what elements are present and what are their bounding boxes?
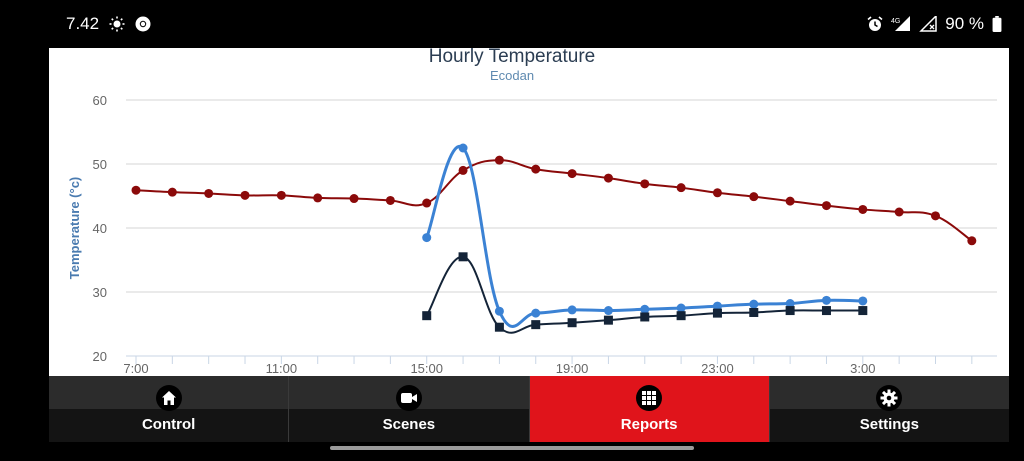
tab-settings-label: Settings [859,416,919,433]
chart-subtitle: Ecodan [490,68,534,83]
data-point[interactable] [749,299,759,309]
bottom-navigation: Control Scenes Reports [49,376,1009,442]
data-point[interactable] [494,322,504,332]
data-point[interactable] [712,301,722,311]
data-point[interactable] [422,311,432,321]
x-tick-label: 23:00 [701,361,734,376]
video-camera-icon [400,393,417,403]
data-point[interactable] [821,306,831,316]
data-point[interactable] [676,183,686,193]
tab-scenes[interactable]: Scenes [289,376,530,442]
data-point[interactable] [531,308,541,318]
y-tick-label: 30 [93,285,107,300]
gear-icon [880,389,898,407]
data-point[interactable] [276,190,286,200]
data-point[interactable] [240,190,250,200]
data-point[interactable] [603,173,613,183]
brightness-icon [109,16,125,32]
data-point[interactable] [458,143,468,153]
data-point[interactable] [458,165,468,175]
battery-percent: 90 % [945,14,984,33]
hourly-temperature-chart: 20 30 40 50 60 7:00 11:00 15:00 19:00 23:00 3:00 H… [67,48,997,376]
x-tick-label: 19:00 [556,361,589,376]
x-tick-label: 11:00 [266,361,298,376]
data-point[interactable] [567,169,577,179]
data-point[interactable] [821,201,831,211]
data-point[interactable] [858,204,868,214]
data-point[interactable] [967,236,977,246]
data-point[interactable] [603,306,613,316]
data-point[interactable] [785,299,795,309]
series-line [135,159,973,242]
mobile-signal-icon: 4G [891,16,911,31]
tab-reports-label: Reports [620,416,678,433]
x-tick-label: 7:00 [123,361,148,376]
status-bar: 7.42 4G 90 % [0,0,1024,48]
data-point[interactable] [531,164,541,174]
data-point[interactable] [131,185,141,195]
data-point[interactable] [567,305,577,315]
y-tick-label: 20 [93,349,107,364]
data-point[interactable] [640,179,650,189]
home-indicator[interactable] [330,446,694,450]
battery-icon [992,16,1002,32]
home-icon [161,391,176,405]
tab-reports[interactable]: Reports [529,376,770,442]
data-point[interactable] [640,312,650,322]
data-point[interactable] [676,303,686,313]
data-point[interactable] [458,252,468,262]
data-point[interactable] [712,188,722,198]
report-content[interactable]: 20 30 40 50 60 7:00 11:00 15:00 19:00 23:00 3:00 H… [49,48,1009,376]
chrome-icon [135,16,151,32]
chart-title: Hourly Temperature [429,48,596,67]
tab-control-label: Control [141,416,196,433]
data-point[interactable] [385,195,395,205]
data-point[interactable] [785,306,795,316]
x-tick-label: 15:00 [410,361,443,376]
data-point[interactable] [640,304,650,314]
tab-scenes-label: Scenes [382,416,436,433]
data-point[interactable] [676,311,686,321]
svg-text:4G: 4G [891,18,900,25]
data-point[interactable] [603,315,613,325]
data-point[interactable] [785,196,795,206]
y-tick-label: 50 [93,157,107,172]
x-tick-label: 3:00 [850,361,875,376]
grid-icon [642,391,657,405]
no-signal-icon [919,16,937,32]
series-line [425,144,863,328]
tab-control[interactable]: Control [49,376,290,442]
data-point[interactable] [422,233,432,243]
data-point[interactable] [167,187,177,197]
data-point[interactable] [749,192,759,202]
data-point[interactable] [894,207,904,217]
data-point[interactable] [712,308,722,318]
data-point[interactable] [494,306,504,316]
data-point[interactable] [858,306,868,316]
alarm-icon [867,16,883,31]
data-point[interactable] [821,295,831,305]
y-tick-label: 40 [93,221,107,236]
y-tick-label: 60 [93,93,107,108]
data-point[interactable] [531,320,541,330]
data-point[interactable] [422,198,432,208]
data-point[interactable] [749,307,759,317]
data-point[interactable] [204,188,214,198]
data-point[interactable] [313,193,323,203]
data-point[interactable] [349,194,359,204]
y-axis-label: Temperature (°c) [67,177,82,279]
data-point[interactable] [567,318,577,328]
tab-settings[interactable]: Settings [769,376,1009,442]
data-point[interactable] [858,296,868,306]
data-point[interactable] [930,211,940,221]
clock: 7.42 [66,14,100,33]
data-point[interactable] [494,155,504,165]
